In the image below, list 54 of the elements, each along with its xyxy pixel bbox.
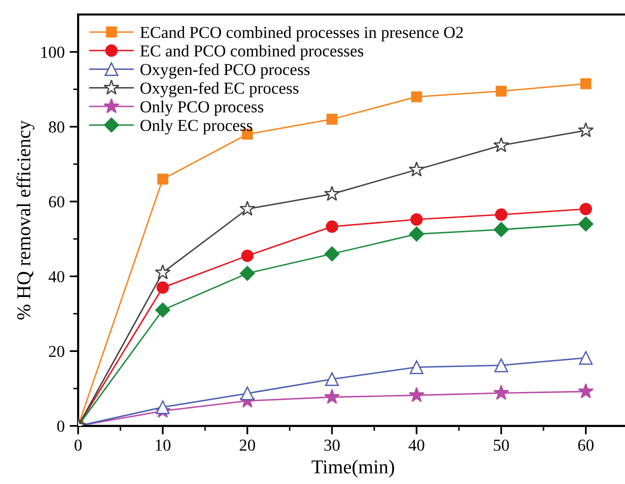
point bbox=[578, 122, 594, 138]
point bbox=[325, 372, 339, 386]
y-axis-title: % HQ removal efficiency bbox=[16, 120, 34, 320]
point bbox=[156, 281, 169, 294]
point bbox=[239, 200, 256, 216]
point bbox=[495, 208, 508, 221]
point bbox=[580, 78, 592, 90]
point bbox=[578, 383, 594, 398]
point bbox=[157, 174, 168, 185]
point bbox=[410, 213, 423, 226]
point bbox=[326, 220, 338, 233]
point bbox=[156, 400, 170, 414]
point bbox=[241, 250, 254, 262]
point bbox=[324, 388, 340, 404]
point bbox=[240, 266, 255, 281]
y-tick-label: 20 bbox=[48, 346, 64, 358]
point bbox=[494, 222, 509, 238]
x-tick-label: 10 bbox=[156, 440, 170, 451]
x-tick-label: 20 bbox=[240, 440, 256, 451]
point bbox=[493, 137, 510, 152]
point bbox=[240, 386, 254, 400]
legend-label: Only PCO process bbox=[140, 100, 264, 116]
point bbox=[493, 384, 510, 400]
point bbox=[409, 226, 424, 242]
point bbox=[578, 216, 594, 232]
point bbox=[324, 186, 340, 201]
legend-label: EC and PCO combined processes bbox=[140, 44, 364, 60]
point bbox=[408, 386, 424, 402]
point bbox=[155, 302, 170, 318]
point bbox=[580, 202, 592, 216]
point bbox=[410, 360, 424, 374]
y-tick-label: 60 bbox=[48, 196, 64, 208]
x-tick-label: 50 bbox=[494, 440, 509, 451]
y-tick-label: 80 bbox=[48, 121, 64, 133]
legend-label: Oxygen-fed PCO process bbox=[140, 63, 310, 79]
y-tick-label: 0 bbox=[57, 420, 64, 432]
point bbox=[408, 161, 424, 177]
y-tick-label: 100 bbox=[41, 46, 64, 58]
point bbox=[578, 350, 593, 365]
point bbox=[154, 264, 171, 280]
x-tick-label: 30 bbox=[324, 440, 340, 451]
point bbox=[326, 114, 338, 125]
point bbox=[494, 358, 508, 372]
legend-label: Oxygen-fed EC process bbox=[140, 82, 298, 98]
y-tick-label: 40 bbox=[48, 271, 64, 282]
legend-label: ECand PCO combined processes in presence O2 bbox=[140, 26, 463, 42]
point bbox=[496, 86, 507, 97]
x-axis-title: Time(min) bbox=[312, 460, 394, 478]
x-tick-label: 40 bbox=[408, 440, 424, 451]
x-tick-label: 0 bbox=[74, 440, 82, 451]
point bbox=[411, 91, 422, 102]
legend-label: Only EC process bbox=[140, 119, 252, 134]
point bbox=[324, 246, 340, 262]
x-tick-label: 60 bbox=[578, 440, 594, 451]
